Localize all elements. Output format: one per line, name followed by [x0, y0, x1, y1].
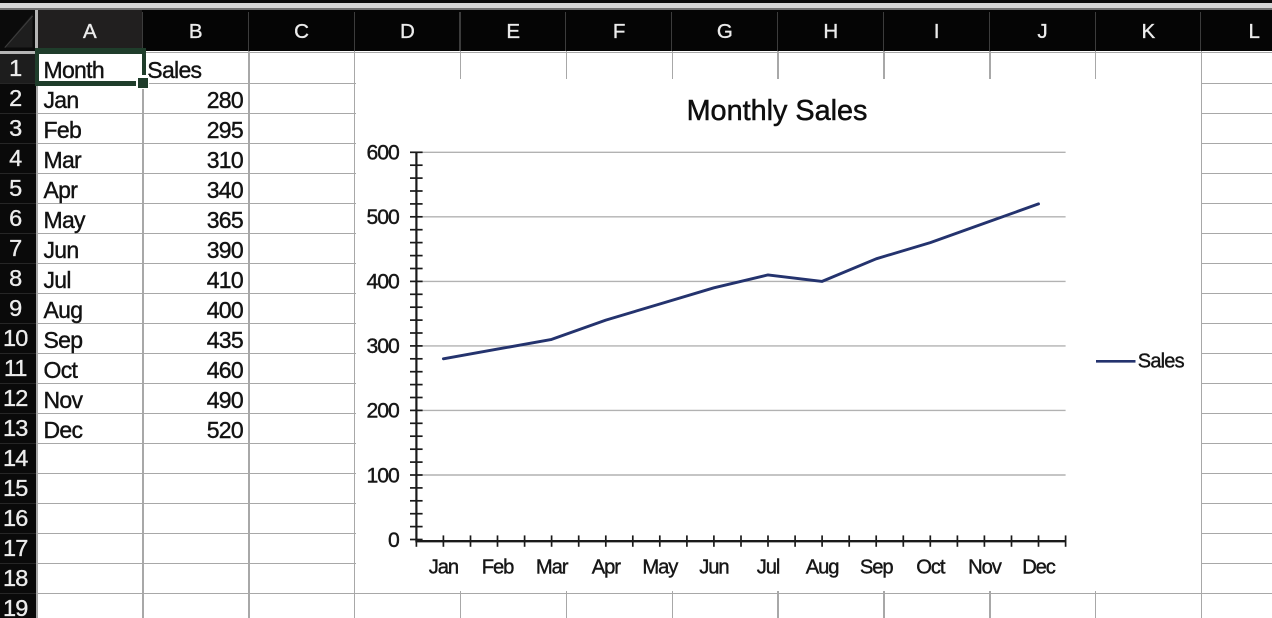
svg-text:Nov: Nov [968, 557, 1003, 579]
svg-text:Dec: Dec [1022, 557, 1056, 579]
svg-text:Monthly Sales: Monthly Sales [687, 95, 868, 127]
svg-text:300: 300 [366, 335, 399, 358]
svg-text:Jul: Jul [757, 557, 780, 579]
svg-text:Aug: Aug [806, 557, 839, 579]
svg-text:May: May [642, 557, 679, 579]
svg-text:Jan: Jan [429, 557, 458, 579]
svg-text:600: 600 [366, 142, 399, 165]
svg-text:200: 200 [366, 400, 399, 423]
svg-text:Mar: Mar [536, 557, 569, 579]
svg-text:Jun: Jun [699, 557, 728, 579]
svg-text:Feb: Feb [482, 557, 514, 579]
svg-text:Sep: Sep [860, 557, 893, 579]
svg-text:100: 100 [366, 464, 399, 487]
svg-text:Sales: Sales [1138, 351, 1185, 373]
svg-text:Oct: Oct [916, 557, 946, 579]
svg-text:500: 500 [366, 206, 399, 229]
svg-text:0: 0 [388, 529, 399, 552]
svg-text:400: 400 [366, 271, 399, 294]
svg-text:Apr: Apr [592, 557, 621, 579]
